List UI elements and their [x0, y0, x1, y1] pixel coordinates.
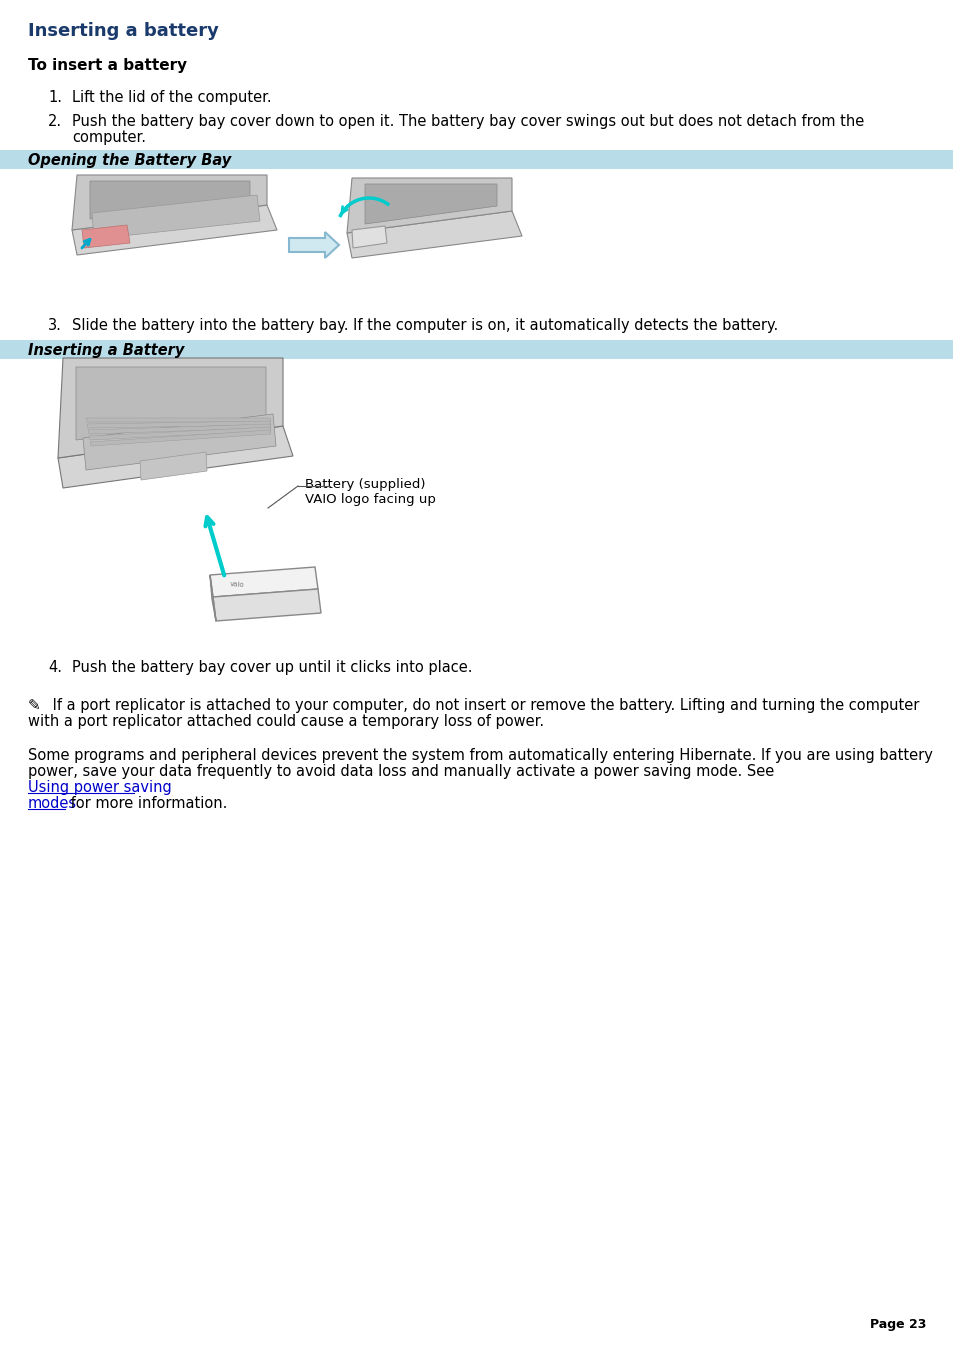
Text: power, save your data frequently to avoid data loss and manually activate a powe: power, save your data frequently to avoi… [28, 765, 778, 780]
Polygon shape [89, 427, 271, 440]
Text: Using power saving: Using power saving [28, 780, 172, 794]
Polygon shape [91, 195, 260, 239]
Bar [0, 340, 953, 359]
Text: 1.: 1. [48, 91, 62, 105]
FancyArrow shape [289, 232, 338, 258]
Text: Lift the lid of the computer.: Lift the lid of the computer. [71, 91, 272, 105]
Text: vaio: vaio [230, 581, 245, 589]
Polygon shape [210, 576, 215, 621]
Text: If a port replicator is attached to your computer, do not insert or remove the b: If a port replicator is attached to your… [48, 698, 919, 713]
Polygon shape [82, 226, 130, 249]
Polygon shape [347, 178, 512, 232]
Polygon shape [83, 413, 275, 470]
Text: To insert a battery: To insert a battery [28, 58, 187, 73]
Polygon shape [71, 205, 276, 255]
Polygon shape [90, 430, 271, 446]
Bar [0, 150, 953, 169]
Text: Slide the battery into the battery bay. If the computer is on, it automatically : Slide the battery into the battery bay. … [71, 317, 778, 332]
Text: ✎: ✎ [28, 698, 41, 713]
Text: with a port replicator attached could cause a temporary loss of power.: with a port replicator attached could ca… [28, 713, 543, 730]
Text: Inserting a battery: Inserting a battery [28, 22, 218, 41]
Text: VAIO logo facing up: VAIO logo facing up [305, 493, 436, 507]
Polygon shape [210, 567, 317, 597]
Text: 3.: 3. [48, 317, 62, 332]
Text: Push the battery bay cover up until it clicks into place.: Push the battery bay cover up until it c… [71, 661, 472, 676]
Polygon shape [76, 367, 266, 440]
Text: modes: modes [28, 796, 77, 811]
Text: 4.: 4. [48, 661, 62, 676]
Polygon shape [87, 422, 271, 428]
Text: Opening the Battery Bay: Opening the Battery Bay [28, 153, 231, 168]
Text: Push the battery bay cover down to open it. The battery bay cover swings out but: Push the battery bay cover down to open … [71, 113, 863, 128]
Text: Page 23: Page 23 [869, 1319, 925, 1331]
Text: 2.: 2. [48, 113, 62, 128]
Polygon shape [347, 211, 521, 258]
Text: Battery (supplied): Battery (supplied) [305, 478, 425, 490]
Polygon shape [213, 589, 320, 621]
Polygon shape [58, 358, 283, 458]
Polygon shape [365, 184, 497, 224]
Text: Inserting a Battery: Inserting a Battery [28, 343, 184, 358]
Polygon shape [71, 176, 267, 230]
Text: computer.: computer. [71, 130, 146, 145]
Polygon shape [86, 417, 271, 422]
Text: for more information.: for more information. [66, 796, 227, 811]
Polygon shape [352, 226, 387, 249]
Polygon shape [58, 426, 293, 488]
Polygon shape [88, 424, 271, 434]
Polygon shape [90, 181, 250, 219]
Text: Some programs and peripheral devices prevent the system from automatically enter: Some programs and peripheral devices pre… [28, 748, 932, 763]
Polygon shape [140, 453, 207, 480]
